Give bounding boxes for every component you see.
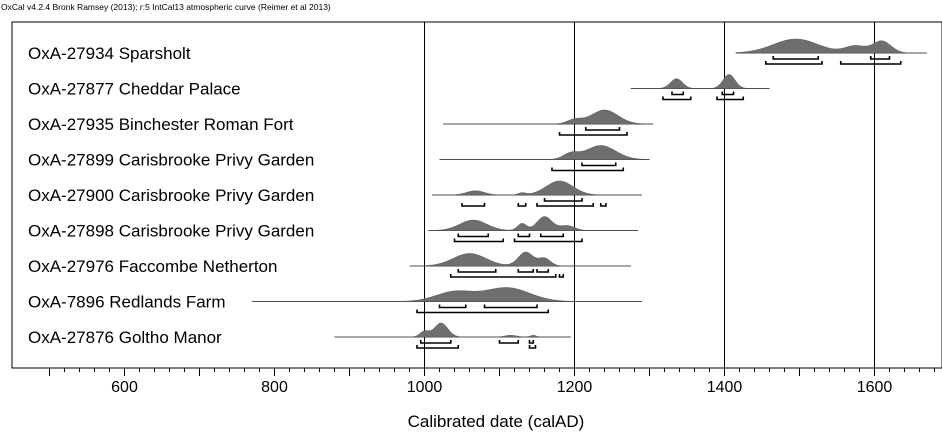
hpd-68-bracket bbox=[498, 340, 520, 344]
hpd-68-bracket bbox=[539, 233, 565, 238]
x-tick-label: 1600 bbox=[857, 379, 893, 396]
probability-distribution bbox=[428, 216, 639, 231]
hpd-68-bracket bbox=[671, 91, 685, 96]
sample-row: OxA-27877 Cheddar Palace bbox=[28, 74, 770, 101]
sample-label: OxA-7896 Redlands Farm bbox=[28, 293, 225, 312]
probability-distribution bbox=[630, 74, 770, 89]
x-axis: 600 800 1000 1200 1400 1600 bbox=[49, 368, 935, 396]
plot-frame bbox=[11, 21, 942, 369]
probability-distribution bbox=[432, 180, 642, 196]
sample-label: OxA-27898 Carisbrooke Privy Garden bbox=[28, 222, 314, 241]
hpd-68-bracket bbox=[869, 56, 891, 60]
hpd-95-bracket bbox=[513, 238, 583, 243]
sample-row: OxA-27876 Goltho Manor bbox=[28, 322, 571, 349]
probability-distribution bbox=[409, 251, 631, 267]
hpd-95-bracket bbox=[599, 203, 607, 207]
hpd-68-bracket bbox=[438, 304, 467, 309]
hpd-68-bracket bbox=[543, 198, 583, 202]
probability-distribution bbox=[334, 322, 571, 338]
hpd-95-bracket bbox=[536, 203, 595, 207]
probability-distribution bbox=[735, 38, 927, 54]
hpd-68-bracket bbox=[517, 233, 531, 238]
x-tick-label: 1400 bbox=[707, 379, 743, 396]
sample-label: OxA-27900 Carisbrooke Privy Garden bbox=[28, 186, 314, 205]
x-tick-label: 800 bbox=[261, 379, 288, 396]
sample-row: OxA-27899 Carisbrooke Privy Garden bbox=[28, 145, 650, 172]
sample-row: OxA-7896 Redlands Farm bbox=[28, 287, 642, 314]
hpd-95-bracket bbox=[461, 203, 486, 207]
probability-distribution bbox=[252, 287, 642, 302]
hpd-95-bracket bbox=[528, 345, 537, 349]
sample-row: OxA-27934 Sparsholt bbox=[28, 38, 927, 65]
hpd-68-bracket bbox=[483, 304, 538, 309]
sample-label: OxA-27876 Goltho Manor bbox=[28, 328, 222, 347]
hpd-95-bracket bbox=[551, 167, 625, 172]
hpd-68-bracket bbox=[581, 162, 617, 167]
hpd-95-bracket bbox=[662, 96, 692, 101]
hpd-95-bracket bbox=[839, 61, 902, 65]
hpd-68-bracket bbox=[457, 269, 497, 273]
hpd-68-bracket bbox=[772, 56, 820, 60]
x-tick-label: 1200 bbox=[557, 379, 593, 396]
series-layer: OxA-27934 Sparsholt OxA-27877 Cheddar Pal… bbox=[28, 38, 927, 349]
sample-row: OxA-27976 Faccombe Netherton bbox=[28, 251, 631, 278]
sample-row: OxA-27900 Carisbrooke Privy Garden bbox=[28, 180, 642, 207]
hpd-68-bracket bbox=[419, 340, 452, 344]
hpd-95-bracket bbox=[517, 203, 527, 207]
hpd-95-bracket bbox=[416, 345, 460, 349]
sample-row: OxA-27898 Carisbrooke Privy Garden bbox=[28, 216, 639, 243]
hpd-68-bracket bbox=[528, 340, 535, 344]
hpd-68-bracket bbox=[721, 91, 735, 96]
hpd-95-bracket bbox=[449, 274, 557, 278]
x-axis-title: Calibrated date (calAD) bbox=[408, 412, 585, 431]
hpd-68-bracket bbox=[584, 127, 621, 131]
hpd-95-bracket bbox=[558, 274, 565, 278]
x-tick-label: 600 bbox=[111, 379, 138, 396]
hpd-68-bracket bbox=[457, 233, 490, 238]
sample-label: OxA-27934 Sparsholt bbox=[28, 44, 191, 63]
hpd-95-bracket bbox=[764, 61, 823, 65]
hpd-95-bracket bbox=[453, 238, 505, 243]
probability-distribution bbox=[439, 145, 650, 160]
sample-label: OxA-27935 Binchester Roman Fort bbox=[28, 115, 294, 134]
sample-label: OxA-27899 Carisbrooke Privy Garden bbox=[28, 151, 314, 170]
hpd-95-bracket bbox=[558, 132, 628, 136]
probability-distribution bbox=[443, 109, 654, 125]
hpd-68-bracket bbox=[517, 269, 535, 273]
chart-header-text: OxCal v4.2.4 Bronk Ramsey (2013); r:5 In… bbox=[1, 2, 331, 12]
hpd-95-bracket bbox=[416, 309, 550, 314]
sample-label: OxA-27976 Faccombe Netherton bbox=[28, 257, 277, 276]
sample-row: OxA-27935 Binchester Roman Fort bbox=[28, 109, 654, 136]
hpd-68-bracket bbox=[536, 269, 550, 273]
sample-label: OxA-27877 Cheddar Palace bbox=[28, 80, 241, 99]
x-tick-label: 1000 bbox=[407, 379, 443, 396]
hpd-95-bracket bbox=[716, 96, 745, 101]
